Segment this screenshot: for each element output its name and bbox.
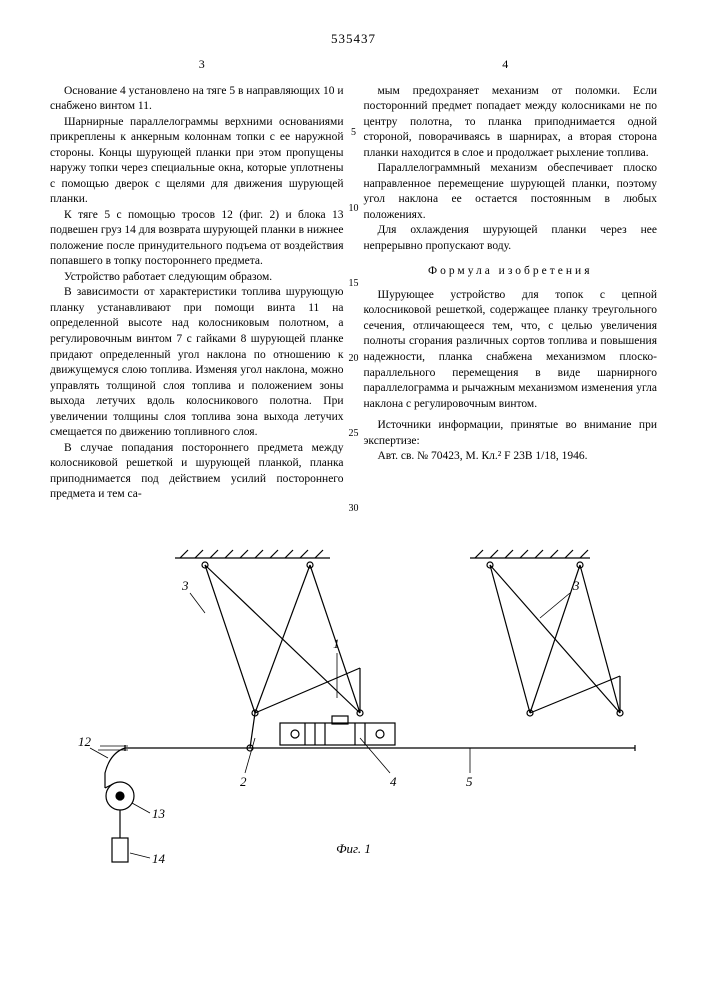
para: Шарнирные параллелограммы верхними основ… bbox=[50, 115, 344, 208]
line-marker: 25 bbox=[344, 427, 364, 441]
line-marker: 5 bbox=[344, 126, 364, 140]
formula-title: Формула изобретения bbox=[364, 264, 658, 280]
line-marker: 15 bbox=[344, 277, 364, 291]
para: Для охлаждения шурующей планки через нее… bbox=[364, 223, 658, 254]
ref-5: 5 bbox=[466, 774, 473, 789]
para: Основание 4 установлено на тяге 5 в напр… bbox=[50, 84, 344, 115]
page-numbers: 3 4 bbox=[50, 56, 657, 72]
para: Параллелограммный механизм обеспечивает … bbox=[364, 161, 658, 223]
ref-3: 3 bbox=[181, 578, 189, 593]
ref-1: 1 bbox=[333, 636, 340, 651]
ref-3b: 3 bbox=[572, 578, 580, 593]
line-marker: 30 bbox=[344, 502, 364, 516]
para: К тяге 5 с помощью тросов 12 (фиг. 2) и … bbox=[50, 208, 344, 270]
para: Источники информации, принятые во вниман… bbox=[364, 418, 658, 449]
ref-14: 14 bbox=[152, 851, 166, 866]
line-marker: 10 bbox=[344, 202, 364, 216]
line-marker: 20 bbox=[344, 352, 364, 366]
para: Устройство работает следующим образом. bbox=[50, 270, 344, 286]
para: мым предохраняет механизм от поломки. Ес… bbox=[364, 84, 658, 162]
ref-4: 4 bbox=[390, 774, 397, 789]
page-left: 3 bbox=[199, 56, 205, 72]
para: В зависимости от характеристики топлива … bbox=[50, 285, 344, 440]
para: Шурующее устройство для топок с цепной к… bbox=[364, 288, 658, 412]
left-column: Основание 4 установлено на тяге 5 в напр… bbox=[50, 84, 344, 503]
ref-2: 2 bbox=[240, 774, 247, 789]
text-columns-wrapper: Основание 4 установлено на тяге 5 в напр… bbox=[50, 84, 657, 503]
para: В случае попадания постороннего предмета… bbox=[50, 441, 344, 503]
right-column: мым предохраняет механизм от поломки. Ес… bbox=[364, 84, 658, 503]
ref-12: 12 bbox=[78, 734, 92, 749]
para: Авт. св. № 70423, М. Кл.² F 23B 1/18, 19… bbox=[364, 449, 658, 465]
figure-1: 3 3 1 2 4 5 12 13 14 Фиг. 1 bbox=[50, 528, 657, 898]
ref-13: 13 bbox=[152, 806, 166, 821]
page-right: 4 bbox=[502, 56, 508, 72]
patent-number: 535437 bbox=[50, 30, 657, 48]
figure-label: Фиг. 1 bbox=[336, 840, 371, 858]
